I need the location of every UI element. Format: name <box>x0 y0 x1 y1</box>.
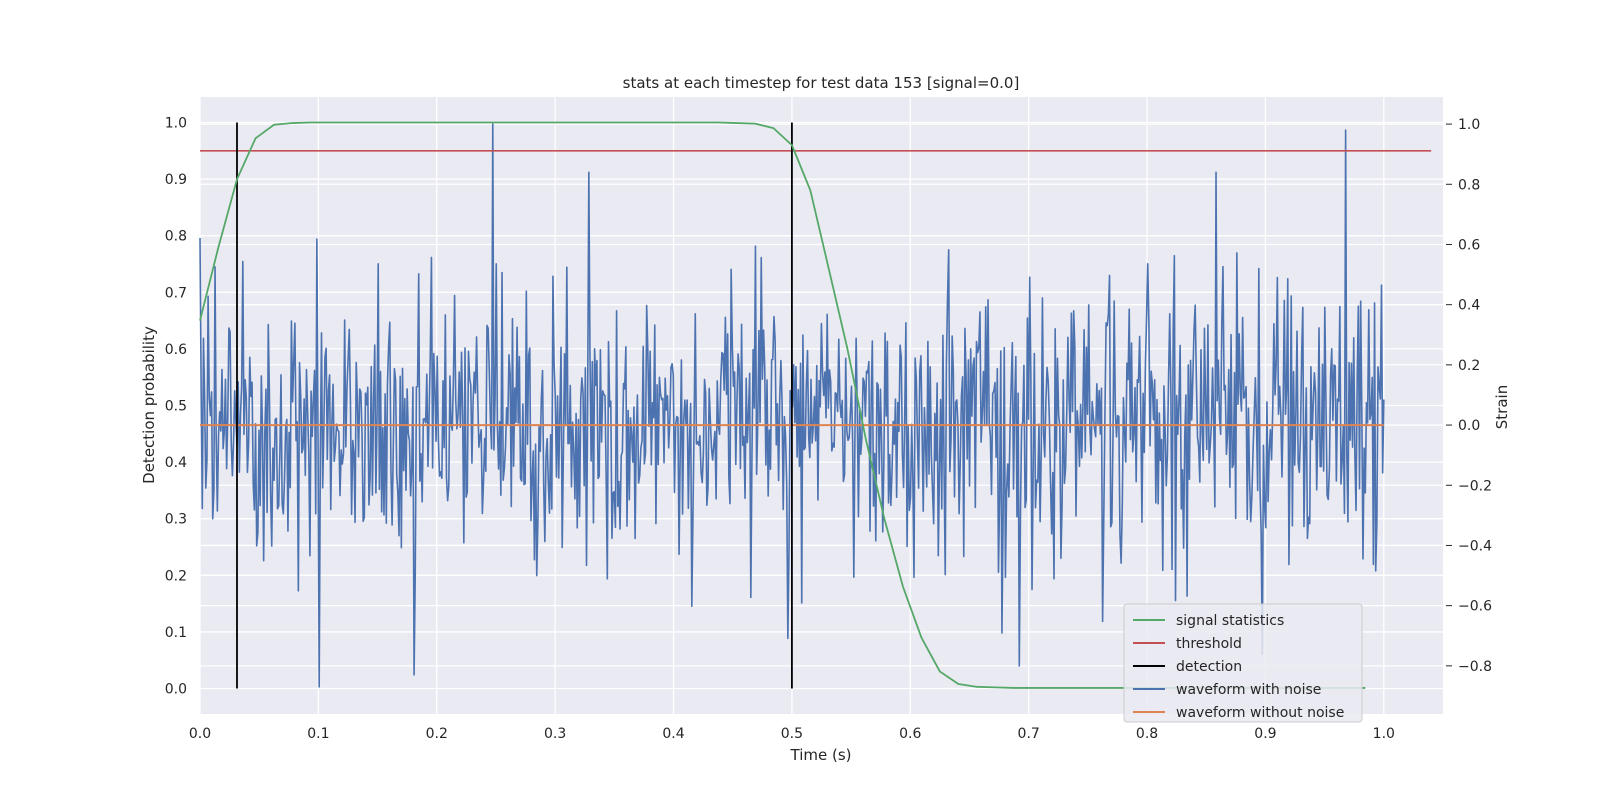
x-tick-label: 0.9 <box>1254 726 1276 742</box>
y-tick-label: 0.1 <box>165 625 187 641</box>
y2-tick-label: 0.8 <box>1458 177 1480 193</box>
y-tick-label: 0.4 <box>165 455 187 471</box>
y2-tick-label: −0.6 <box>1458 599 1492 615</box>
x-axis-title: Time (s) <box>790 746 852 764</box>
legend-box <box>1123 603 1363 723</box>
y-axis-title: Detection probability <box>140 326 158 484</box>
y2-tick-label: 0.2 <box>1458 358 1480 374</box>
x-tick-label: 0.1 <box>307 726 329 742</box>
y2-tick-label: 0.6 <box>1458 237 1480 253</box>
x-tick-label: 0.8 <box>1136 726 1158 742</box>
legend-label: detection <box>1176 659 1242 675</box>
y2-tick-label: 0.0 <box>1458 418 1480 434</box>
y2-axis-title: Strain <box>1493 385 1511 429</box>
y-tick-label: 0.3 <box>165 512 187 528</box>
legend-label: waveform without noise <box>1176 705 1344 721</box>
x-tick-label: 0.7 <box>1018 726 1040 742</box>
x-tick-label: 0.6 <box>899 726 921 742</box>
left-y-axis-ticks: 0.0 0.1 0.2 0.3 0.4 0.5 0.6 0.7 0.8 0.9 1.0 <box>165 115 187 697</box>
y-tick-label: 0.9 <box>165 172 187 188</box>
y-tick-label: 0.0 <box>165 682 187 698</box>
y-tick-label: 0.5 <box>165 399 187 415</box>
y-tick-label: 0.2 <box>165 568 187 584</box>
right-y-axis-ticks: −0.8 −0.6 −0.4 −0.2 0.0 0.2 0.4 0.6 0.8 1.0 <box>1446 117 1492 675</box>
y2-tick-label: −0.2 <box>1458 478 1492 494</box>
x-tick-label: 0.5 <box>781 726 803 742</box>
y2-tick-label: −0.4 <box>1458 538 1492 554</box>
chart-title: stats at each timestep for test data 153… <box>623 74 1020 92</box>
legend-label: signal statistics <box>1176 613 1284 629</box>
x-tick-label: 0.3 <box>544 726 566 742</box>
y-tick-label: 0.7 <box>165 285 187 301</box>
y2-tick-label: −0.8 <box>1458 659 1492 675</box>
legend-label: threshold <box>1176 636 1242 652</box>
y-tick-label: 1.0 <box>165 115 187 131</box>
legend-label: waveform with noise <box>1176 682 1321 698</box>
legend-items: signal statistics threshold detection wavef… <box>1133 613 1344 721</box>
x-tick-label: 0.4 <box>662 726 684 742</box>
legend: signal statistics threshold detection wavef… <box>1123 603 1363 723</box>
x-tick-label: 1.0 <box>1373 726 1395 742</box>
y-tick-label: 0.6 <box>165 342 187 358</box>
y-tick-label: 0.8 <box>165 229 187 245</box>
y2-tick-label: 1.0 <box>1458 117 1480 133</box>
y2-tick-label: 0.4 <box>1458 298 1480 314</box>
x-tick-label: 0.2 <box>426 726 448 742</box>
x-axis-ticks: 0.0 0.1 0.2 0.3 0.4 0.5 0.6 0.7 0.8 0.9 1.0 <box>189 726 1395 742</box>
x-tick-label: 0.0 <box>189 726 211 742</box>
